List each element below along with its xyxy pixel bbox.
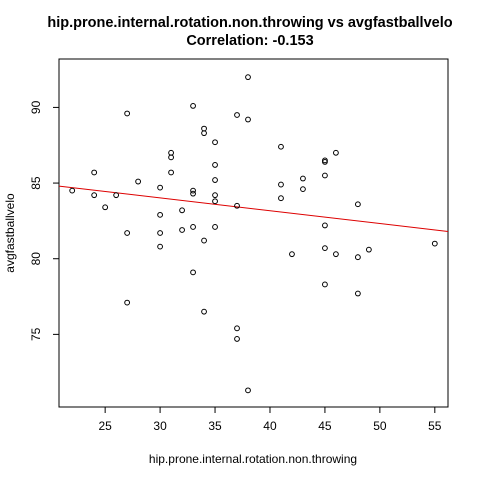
data-point xyxy=(179,227,185,233)
data-point xyxy=(245,387,251,394)
data-point xyxy=(190,187,196,194)
x-tick-label: 35 xyxy=(208,419,222,433)
chart-subtitle: Correlation: -0.153 xyxy=(186,33,313,49)
data-point xyxy=(322,281,328,288)
plot-frame xyxy=(58,58,449,408)
y-axis: 75 80 85 90 xyxy=(29,100,59,341)
data-point xyxy=(322,172,328,179)
data-point xyxy=(124,299,131,306)
data-point xyxy=(212,224,218,230)
data-point xyxy=(322,222,328,229)
data-points xyxy=(69,74,438,394)
data-point xyxy=(300,186,306,193)
data-point xyxy=(278,195,284,202)
data-point xyxy=(201,308,207,315)
x-tick-label: 45 xyxy=(318,419,332,433)
data-point xyxy=(157,184,163,191)
data-point xyxy=(278,143,284,150)
data-point xyxy=(354,201,361,208)
data-point xyxy=(168,169,174,176)
data-point xyxy=(212,139,218,146)
data-point xyxy=(354,254,361,261)
data-point xyxy=(179,207,185,214)
data-point xyxy=(212,162,218,168)
data-point xyxy=(354,290,361,297)
x-tick-label: 30 xyxy=(153,419,167,433)
data-point xyxy=(333,251,339,258)
data-point xyxy=(245,74,251,81)
data-point xyxy=(322,245,328,252)
data-point xyxy=(333,149,339,156)
data-point xyxy=(157,230,163,236)
data-point xyxy=(365,246,372,253)
y-axis-label: avgfastballvelo xyxy=(3,193,17,273)
data-point xyxy=(157,243,163,250)
data-point xyxy=(190,190,196,197)
y-tick-label: 85 xyxy=(29,176,43,190)
data-point xyxy=(234,325,240,332)
regression-line xyxy=(58,185,449,232)
data-point xyxy=(190,224,196,230)
y-tick-label: 90 xyxy=(29,100,43,114)
x-axis-label: hip.prone.internal.rotation.non.throwing xyxy=(149,452,357,466)
data-point xyxy=(190,269,196,276)
data-point xyxy=(212,198,218,205)
data-point xyxy=(190,103,196,109)
data-point xyxy=(212,192,218,199)
data-point xyxy=(91,169,98,176)
x-tick-label: 40 xyxy=(263,419,277,433)
data-point xyxy=(245,116,251,123)
data-point xyxy=(212,177,218,183)
data-point xyxy=(234,112,240,118)
data-point xyxy=(157,211,163,218)
data-point xyxy=(113,192,120,199)
x-axis: 25 30 35 40 45 50 55 xyxy=(98,407,442,433)
x-tick-label: 55 xyxy=(428,419,442,433)
data-point xyxy=(168,154,174,161)
x-tick-label: 50 xyxy=(373,419,387,433)
data-point xyxy=(102,204,109,211)
chart-title: hip.prone.internal.rotation.non.throwing… xyxy=(47,15,452,31)
data-point xyxy=(322,158,328,165)
data-point xyxy=(201,130,207,137)
data-point xyxy=(124,230,131,236)
data-point xyxy=(431,240,438,247)
data-point xyxy=(300,175,306,182)
y-tick-label: 80 xyxy=(29,252,43,266)
data-point xyxy=(201,237,207,244)
data-point xyxy=(69,187,76,194)
y-tick-label: 75 xyxy=(29,327,43,341)
data-point xyxy=(234,202,240,209)
data-point xyxy=(289,251,295,258)
data-point xyxy=(135,178,142,185)
data-point xyxy=(91,192,98,199)
data-point xyxy=(278,181,284,188)
data-point xyxy=(234,336,240,342)
x-tick-label: 25 xyxy=(98,419,112,433)
data-point xyxy=(124,110,131,117)
